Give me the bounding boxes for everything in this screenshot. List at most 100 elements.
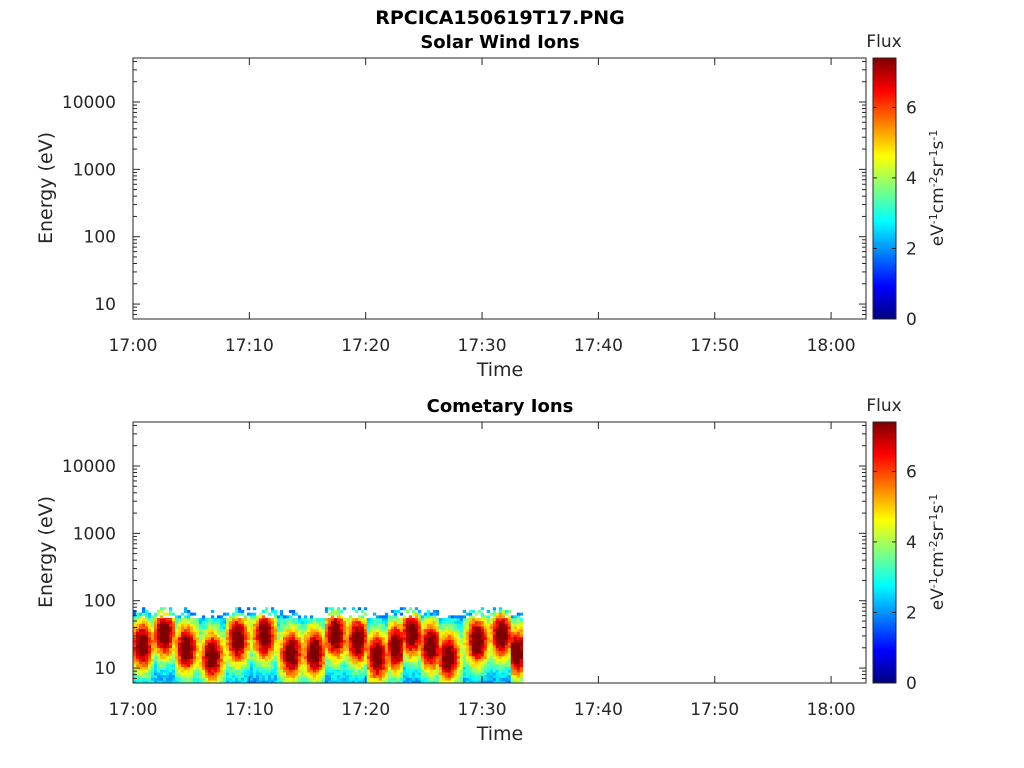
heatmap-cell [267, 672, 272, 676]
heatmap-cell [180, 628, 185, 632]
heatmap-cell [369, 669, 374, 673]
heatmap-cell [291, 672, 296, 676]
heatmap-cell [477, 628, 482, 632]
heatmap-cell [177, 626, 182, 630]
heatmap-cell [270, 623, 275, 627]
heatmap-cell [216, 655, 221, 659]
heatmap-cell [405, 658, 410, 662]
heatmap-cell [405, 637, 410, 641]
heatmap-cell [414, 637, 419, 641]
heatmap-cell [510, 672, 515, 676]
heatmap-cell [333, 645, 338, 649]
heatmap-cell [360, 653, 365, 657]
heatmap-cell [477, 642, 482, 646]
heatmap-cell [411, 609, 416, 613]
heatmap-cell [459, 628, 464, 632]
heatmap-cell [288, 672, 293, 676]
heatmap-cell [438, 677, 443, 681]
heatmap-cell [258, 661, 263, 665]
heatmap-cell [294, 626, 299, 630]
heatmap-cell [144, 642, 149, 646]
heatmap-cell [366, 628, 371, 632]
heatmap-cell [153, 647, 158, 651]
heatmap-cell [195, 647, 200, 651]
heatmap-cell [375, 653, 380, 657]
heatmap-cell [174, 669, 179, 673]
heatmap-cell [207, 631, 212, 635]
heatmap-cell [327, 661, 332, 665]
heatmap-cell [477, 618, 482, 622]
heatmap-cell [228, 661, 233, 665]
heatmap-cell [198, 677, 203, 681]
heatmap-cell [459, 672, 464, 676]
heatmap-cell [366, 669, 371, 673]
heatmap-cell [462, 618, 467, 622]
heatmap-cell [225, 639, 230, 643]
heatmap-cell [486, 609, 491, 613]
heatmap-cell [375, 661, 380, 665]
heatmap-cell [342, 637, 347, 641]
heatmap-cell [183, 642, 188, 646]
heatmap-cell [378, 615, 383, 619]
heatmap-cell [318, 642, 323, 646]
heatmap-cell [141, 639, 146, 643]
heatmap-cell [441, 666, 446, 670]
heatmap-cell [327, 639, 332, 643]
heatmap-cell [139, 658, 143, 662]
heatmap-cell [348, 680, 353, 684]
heatmap-cell [420, 658, 425, 662]
heatmap-cell [255, 674, 260, 678]
heatmap-cell [411, 634, 416, 638]
heatmap-cell [222, 674, 227, 678]
heatmap-cell [186, 677, 191, 681]
heatmap-cell [133, 674, 137, 678]
heatmap-cell [342, 661, 347, 665]
heatmap-cell [492, 637, 497, 641]
heatmap-cell [456, 653, 461, 657]
heatmap-cell [483, 677, 488, 681]
heatmap-cell [291, 639, 296, 643]
heatmap-cell [417, 618, 422, 622]
heatmap-cell [255, 628, 260, 632]
heatmap-cell [321, 634, 326, 638]
heatmap-cell [498, 642, 503, 646]
heatmap-cell [249, 653, 254, 657]
heatmap-cell [189, 618, 194, 622]
heatmap-cell [228, 680, 233, 684]
heatmap-cell [261, 615, 266, 619]
heatmap-cell [429, 677, 434, 681]
heatmap-cell [147, 664, 152, 668]
heatmap-cell [336, 642, 341, 646]
heatmap-cell [327, 623, 332, 627]
heatmap-cell [363, 642, 368, 646]
heatmap-cell [414, 650, 419, 654]
heatmap-cell [168, 647, 173, 651]
heatmap-cell [198, 620, 203, 624]
heatmap-cell [375, 680, 380, 684]
heatmap-cell [276, 634, 281, 638]
heatmap-cell [408, 669, 413, 673]
heatmap-cell [258, 664, 263, 668]
heatmap-cell [258, 658, 263, 662]
heatmap-cell [133, 650, 137, 654]
heatmap-cell [300, 655, 305, 659]
heatmap-cell [426, 674, 431, 678]
heatmap-cell [240, 669, 245, 673]
heatmap-cell [402, 615, 407, 619]
heatmap-cell [453, 664, 458, 668]
heatmap-cell [360, 618, 365, 622]
heatmap-cell [150, 647, 155, 651]
heatmap-cell [435, 631, 440, 635]
heatmap-cell [306, 653, 311, 657]
heatmap-cell [139, 645, 143, 649]
heatmap-cell [294, 658, 299, 662]
heatmap-cell [363, 631, 368, 635]
heatmap-cell [444, 664, 449, 668]
heatmap-cell [363, 612, 368, 616]
heatmap-cell [147, 650, 152, 654]
heatmap-cell [366, 639, 371, 643]
heatmap-cell [258, 677, 263, 681]
heatmap-cell [318, 680, 323, 684]
heatmap-cell [321, 631, 326, 635]
heatmap-cell [267, 631, 272, 635]
